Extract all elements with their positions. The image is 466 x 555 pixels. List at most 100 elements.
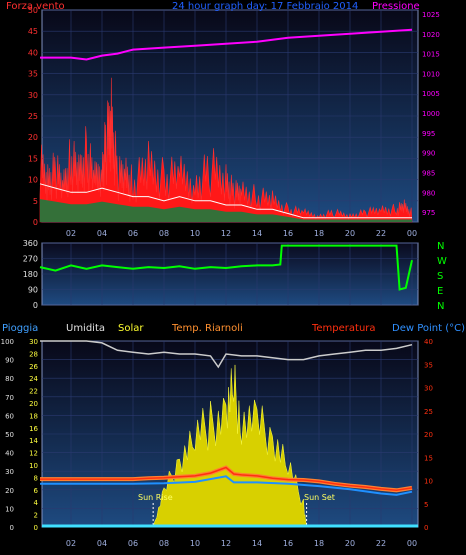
tick-label-temperature: 40: [424, 338, 433, 346]
tick-label-rain: 28: [29, 350, 38, 358]
sun-rise-label: Sun Rise: [138, 493, 173, 502]
tick-label-pressure: 1025: [422, 11, 440, 19]
tick-label-rain: 18: [29, 412, 38, 420]
tick-label-hour: 18: [314, 229, 324, 238]
tick-label-wind: 10: [28, 176, 38, 185]
tick-label-hour: 16: [283, 229, 293, 238]
tick-label-pressure: 1015: [422, 51, 440, 59]
tick-label-hour: 00: [407, 229, 417, 238]
tick-label-direction: 360: [23, 239, 38, 248]
tick-label-hour-bottom: 14: [252, 539, 262, 548]
tick-label-direction: 180: [23, 270, 38, 279]
tick-label-temperature: 5: [424, 501, 428, 509]
tick-label-wind: 15: [28, 154, 38, 163]
tick-label-rain: 30: [29, 338, 38, 346]
tick-label-rain: 20: [29, 400, 38, 408]
tick-label-pressure: 1020: [422, 31, 440, 39]
legend-dew-point: Dew Point (°C): [392, 323, 465, 334]
tick-label-temperature: 10: [424, 478, 433, 486]
tick-label-humidity: 30: [5, 468, 14, 476]
legend-solar: Solar: [118, 323, 144, 334]
tick-label-rain: 2: [34, 512, 38, 520]
tick-label-rain: 6: [34, 487, 39, 495]
tick-label-humidity: 50: [5, 431, 14, 439]
tick-label-hour-bottom: 10: [190, 539, 200, 548]
tick-label-hour: 14: [252, 229, 262, 238]
tick-label-hour-bottom: 02: [66, 539, 76, 548]
tick-label-temperature: 30: [424, 385, 433, 393]
tick-label-pressure: 980: [422, 189, 435, 197]
tick-label-rain: 0: [34, 524, 38, 532]
tick-label-temperature: 25: [424, 408, 433, 416]
tick-label-humidity: 60: [5, 412, 14, 420]
tick-label-rain: 14: [29, 437, 38, 445]
tick-label-humidity: 0: [10, 524, 14, 532]
tick-label-pressure: 995: [422, 130, 435, 138]
compass-label: W: [437, 256, 447, 267]
series-mean: [39, 183, 412, 219]
series-humidity: [40, 340, 413, 369]
tick-label-rain: 24: [29, 375, 38, 383]
tick-label-wind: 0: [33, 218, 38, 227]
tick-label-humidity: 100: [1, 338, 14, 346]
tick-label-pressure: 1005: [422, 90, 440, 98]
series-solar: [152, 364, 307, 528]
tick-label-temperature: 35: [424, 361, 433, 369]
tick-label-humidity: 20: [5, 487, 14, 495]
tick-label-temperature: 20: [424, 431, 433, 439]
tick-label-hour-bottom: 00: [407, 539, 417, 548]
tick-label-hour-bottom: 18: [314, 539, 324, 548]
tick-label-temperature: 0: [424, 524, 428, 532]
tick-label-wind: 45: [28, 27, 38, 36]
tick-label-rain: 4: [34, 499, 39, 507]
tick-label-rain: 22: [29, 388, 38, 396]
legend-pioggia: Pioggia: [2, 323, 38, 334]
tick-label-wind: 50: [28, 6, 38, 15]
tick-label-direction: 270: [23, 255, 38, 264]
compass-label: E: [437, 286, 443, 297]
series-dewpoint: [40, 475, 413, 496]
tick-label-rain: 10: [29, 462, 38, 470]
series-mean-area: [40, 199, 412, 222]
tick-label-hour: 04: [97, 229, 107, 238]
tick-label-wind: 20: [28, 133, 38, 142]
compass-label: N: [437, 301, 444, 312]
tick-label-direction: 0: [33, 301, 38, 310]
tick-label-hour: 12: [221, 229, 231, 238]
tick-label-rain: 16: [29, 425, 38, 433]
tick-label-humidity: 70: [5, 394, 14, 402]
sun-set-label: Sun Set: [304, 493, 335, 502]
tick-label-pressure: 985: [422, 169, 435, 177]
tick-label-hour: 02: [66, 229, 76, 238]
tick-label-hour: 10: [190, 229, 200, 238]
tick-label-rain: 8: [34, 474, 38, 482]
tick-label-hour-bottom: 04: [97, 539, 107, 548]
tick-label-pressure: 1010: [422, 70, 440, 78]
compass-label: S: [437, 271, 443, 282]
tick-label-hour-bottom: 08: [159, 539, 169, 548]
series-direction: [39, 244, 413, 291]
series-temperature: [40, 466, 413, 492]
tick-label-hour-bottom: 20: [345, 539, 355, 548]
tick-label-hour-bottom: 06: [128, 539, 138, 548]
tick-label-hour-bottom: 22: [376, 539, 386, 548]
compass-label: N: [437, 241, 444, 252]
tick-label-hour-bottom: 12: [221, 539, 231, 548]
tick-label-humidity: 90: [5, 357, 14, 365]
chart-title: 24 hour graph day: 17 Febbraio 2014: [172, 1, 358, 12]
tick-label-hour: 06: [128, 229, 138, 238]
wind-axis-label: Forza vento: [6, 1, 65, 12]
legend-umidita: Umidita: [66, 323, 105, 334]
tick-label-humidity: 10: [5, 505, 14, 513]
tick-label-humidity: 40: [5, 450, 14, 458]
tick-label-hour: 20: [345, 229, 355, 238]
tick-label-wind: 35: [28, 70, 38, 79]
tick-label-wind: 5: [33, 197, 38, 206]
tick-label-rain: 26: [29, 363, 38, 371]
tick-label-direction: 90: [28, 286, 38, 295]
tick-label-wind: 25: [28, 112, 38, 121]
tick-label-hour: 22: [376, 229, 386, 238]
tick-label-pressure: 975: [422, 209, 435, 217]
tick-label-pressure: 990: [422, 150, 435, 158]
